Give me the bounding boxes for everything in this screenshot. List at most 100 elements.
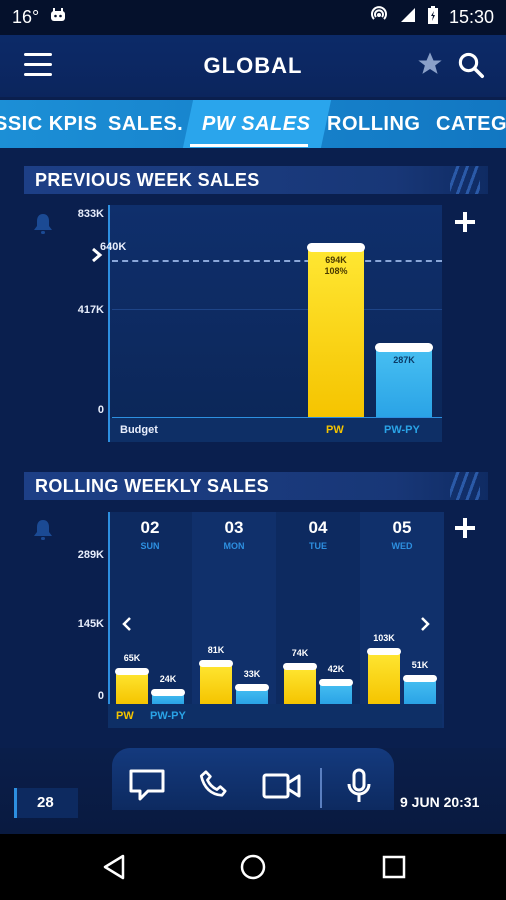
- bar-value-label: 51K: [411, 659, 429, 670]
- star-icon[interactable]: [416, 50, 444, 78]
- bar-cap: [375, 342, 433, 352]
- day-name: SUN: [140, 541, 160, 551]
- bar-value-label: 103K: [373, 633, 395, 644]
- bar-pw-wed[interactable]: [368, 651, 400, 704]
- y-tick-top: 289K: [77, 549, 104, 561]
- bar-pw-py-mon[interactable]: [236, 687, 268, 704]
- bar-cap: [199, 659, 233, 667]
- bar-cap: [235, 684, 269, 692]
- bar-cap: [115, 667, 149, 675]
- divider: [320, 768, 322, 808]
- bar-percent-label: 108%: [324, 266, 348, 277]
- legend-pw-py: PW-PY: [150, 710, 186, 722]
- day-number: 02: [140, 518, 160, 537]
- bar-pw[interactable]: [308, 247, 364, 417]
- budget-line-label: 640K: [100, 241, 127, 253]
- last-updated-datetime: 9 JUN 20:31: [400, 794, 480, 810]
- bar-pw-py-tue[interactable]: [320, 682, 352, 704]
- bar-pw-mon[interactable]: [200, 662, 232, 704]
- tab-pw-sales[interactable]: PW SALES: [202, 113, 311, 135]
- previous-week-sales-chart: 694K 108% 287K Budget PW PW-PY: [108, 205, 442, 442]
- android-notification-icon: [49, 6, 67, 29]
- chart-category-axis: Budget PW PW-PY: [108, 418, 442, 442]
- phone-icon[interactable]: [196, 768, 232, 809]
- day-name: MON: [223, 541, 245, 551]
- bar-cap: [151, 688, 185, 696]
- day-name: TUE: [309, 541, 327, 551]
- bar-value-label: 287K: [393, 354, 415, 365]
- legend-pw: PW: [116, 710, 134, 722]
- tab-bar: SSIC KPIS SALES. PW SALES ROLLING CATEG: [0, 100, 506, 148]
- legend-strip: [108, 704, 442, 728]
- chevron-left-icon[interactable]: [120, 616, 134, 632]
- bar-value-label: 694K: [325, 255, 347, 266]
- system-nav-bar: [0, 834, 506, 900]
- bar-value-label: 33K: [243, 669, 261, 680]
- section-header-previous-week: PREVIOUS WEEK SALES: [24, 166, 488, 194]
- bar-cap: [283, 663, 317, 671]
- y-tick-zero: 0: [97, 690, 104, 702]
- active-tab-underline: [190, 144, 308, 147]
- day-number: 05: [392, 518, 412, 537]
- status-bar: 16° 15:30: [0, 0, 506, 35]
- bar-value-label: 74K: [291, 648, 309, 659]
- y-tick-zero: 0: [97, 404, 104, 416]
- section-title: PREVIOUS WEEK SALES: [35, 169, 260, 190]
- bar-value-label: 65K: [123, 652, 141, 663]
- signal-icon: [399, 6, 417, 29]
- search-icon[interactable]: [456, 50, 486, 80]
- count-badge[interactable]: 28: [14, 788, 78, 818]
- bar-value-label: 24K: [159, 673, 177, 684]
- tab-categ[interactable]: CATEG: [436, 113, 506, 135]
- tab-rolling[interactable]: ROLLING: [327, 113, 421, 135]
- bar-cap: [403, 674, 437, 682]
- clock: 15:30: [448, 7, 494, 27]
- section-header-rolling-weekly: ROLLING WEEKLY SALES: [24, 472, 488, 500]
- x-label-budget: Budget: [120, 424, 158, 436]
- y-tick-mid: 417K: [77, 304, 104, 316]
- hamburger-icon[interactable]: [24, 53, 52, 77]
- action-dock: [112, 748, 394, 810]
- plus-icon[interactable]: [455, 518, 475, 538]
- bar-pw-py[interactable]: [376, 346, 432, 417]
- plus-icon[interactable]: [455, 212, 475, 232]
- rolling-weekly-sales-chart: 02 SUN 03 MON 04 TUE 05 WED PW PW-PY 65K 24K 81K 33K 7…: [108, 512, 444, 728]
- back-icon[interactable]: [102, 854, 126, 885]
- y-axis-line: [108, 512, 110, 728]
- page-title: GLOBAL: [203, 53, 303, 78]
- section-title: ROLLING WEEKLY SALES: [35, 475, 270, 496]
- bar-pw-tue[interactable]: [284, 666, 316, 704]
- day-number: 03: [224, 518, 244, 537]
- budget-line: [112, 260, 442, 263]
- chart-plot-area: 694K 108% 287K: [108, 205, 442, 418]
- y-tick-top: 833K: [77, 208, 104, 220]
- day-name: WED: [391, 541, 413, 551]
- app-bar: GLOBAL: [0, 35, 506, 97]
- video-icon[interactable]: [262, 770, 302, 807]
- chevron-right-icon[interactable]: [90, 247, 104, 263]
- recents-icon[interactable]: [382, 855, 406, 884]
- bar-pw-py-wed[interactable]: [404, 677, 436, 704]
- bar-value-label: 42K: [327, 664, 345, 675]
- tab-sales[interactable]: SALES.: [108, 113, 184, 135]
- mic-icon[interactable]: [346, 768, 372, 811]
- y-tick-mid: 145K: [77, 618, 104, 630]
- tab-basic-kpis[interactable]: SSIC KPIS: [0, 113, 98, 135]
- bell-icon[interactable]: [32, 212, 54, 236]
- chevron-right-icon[interactable]: [418, 616, 432, 632]
- hotspot-icon: [369, 5, 389, 30]
- bar-cap: [367, 648, 401, 656]
- bar-value-label: 81K: [207, 644, 225, 655]
- bar-cap: [319, 679, 353, 687]
- bottom-action-bar: 28 9 JUN 20:31: [0, 748, 506, 834]
- chat-icon[interactable]: [128, 768, 166, 807]
- home-icon[interactable]: [240, 854, 266, 885]
- bar-cap: [307, 243, 365, 253]
- bar-pw-sun[interactable]: [116, 670, 148, 704]
- battery-icon: [427, 5, 439, 30]
- bell-icon[interactable]: [32, 518, 54, 542]
- x-label-pw-py: PW-PY: [384, 424, 420, 436]
- day-number: 04: [308, 518, 328, 537]
- temperature: 16°: [12, 7, 40, 27]
- x-label-pw: PW: [326, 424, 344, 436]
